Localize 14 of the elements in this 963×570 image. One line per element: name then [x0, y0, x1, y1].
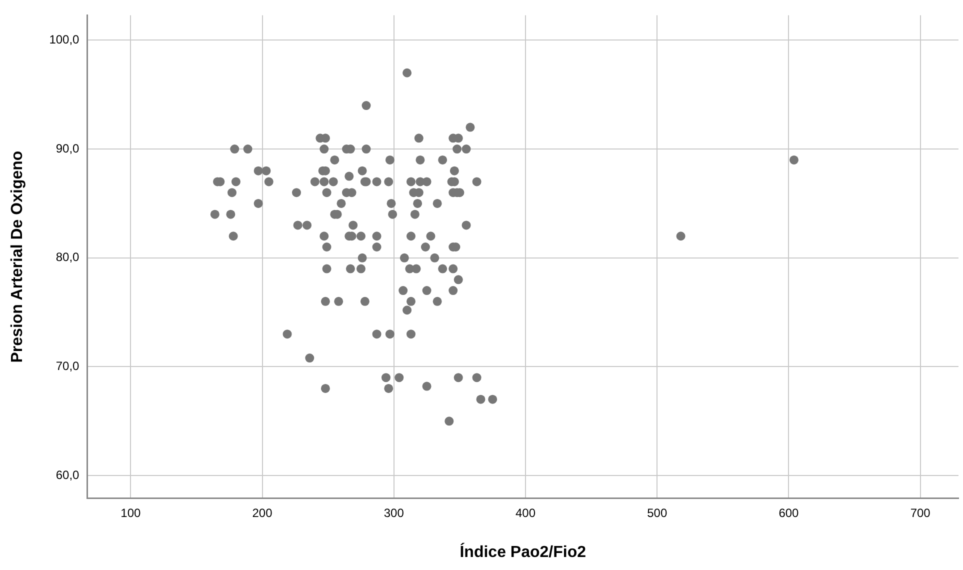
x-tick-label: 600 [778, 506, 800, 520]
y-tick-label: 70,0 [56, 359, 80, 374]
y-tick-label: 100,0 [49, 32, 80, 47]
y-tick-label: 90,0 [56, 141, 80, 156]
x-tick-label: 700 [910, 506, 931, 520]
y-axis-title: Presion Arterial De Oxigeno [9, 150, 26, 363]
y-tick-label: 60,0 [56, 468, 80, 482]
x-axis-title: Índice Pao2/Fio2 [460, 542, 586, 561]
x-tick-label: 300 [384, 506, 404, 520]
x-tick-label: 500 [647, 506, 668, 520]
y-tick-label: 80,0 [56, 250, 80, 264]
x-tick-label: 100 [120, 506, 141, 520]
x-tick-label: 400 [515, 506, 536, 520]
x-tick-label: 200 [252, 506, 273, 520]
